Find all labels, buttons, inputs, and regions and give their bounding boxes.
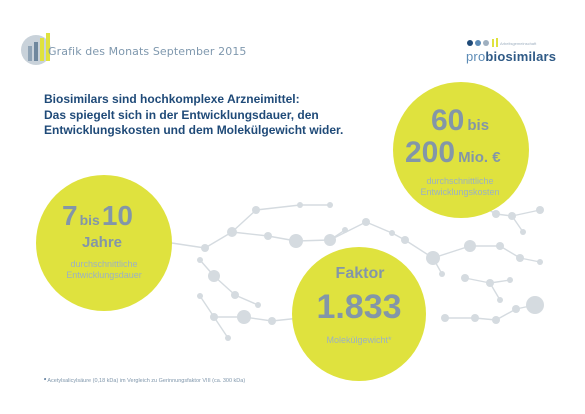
footnote-text: Acetylsalicylsäure (0,18 kDa) im Verglei… <box>47 378 246 384</box>
weight-circle <box>292 247 426 381</box>
duration-bis: bis <box>79 212 100 228</box>
logo-subtitle: Arbeitsgemeinschaft <box>500 41 537 46</box>
logo: probiosimilars <box>466 49 556 64</box>
duration-to: 10 <box>101 200 133 231</box>
duration-circle <box>36 175 172 311</box>
costs-to: 200 <box>405 136 456 169</box>
weight-label: Faktor <box>335 265 385 282</box>
costs-bis: bis <box>467 117 490 134</box>
duration-from: 7 <box>62 200 78 231</box>
duration-range: 7 bis10 <box>62 202 133 230</box>
costs-range-top: 60 bis <box>431 106 489 136</box>
page-title: Grafik des Monats September 2015 <box>48 45 247 58</box>
weight-value: 1.833 <box>316 288 402 326</box>
logo-dots-icon <box>467 38 498 47</box>
costs-description: durchschnittliche Entwicklungskosten <box>420 176 500 197</box>
footnote: * Acetylsalicylsäure (0,18 kDa) im Vergl… <box>44 378 246 384</box>
headline-line-3: Entwicklungskosten und dem Molekülgewich… <box>44 123 344 137</box>
logo-pro: pro <box>466 49 486 64</box>
costs-unit: Mio. € <box>458 149 501 166</box>
duration-unit: Jahre <box>82 234 123 251</box>
headline-line-1: Biosimilars sind hochkomplexe Arzneimitt… <box>44 92 300 106</box>
headline-line-2: Das spiegelt sich in der Entwicklungsdau… <box>44 107 319 122</box>
costs-from: 60 <box>431 104 465 137</box>
headline: Biosimilars sind hochkomplexe Arzneimitt… <box>44 92 344 139</box>
costs-range-bottom: 200 Mio. € <box>405 138 501 168</box>
weight-description: Molekülgewicht* <box>326 335 392 345</box>
logo-bio: biosimilars <box>485 49 557 64</box>
duration-description: durchschnittliche Entwicklungsdauer <box>66 259 142 280</box>
chart-icon <box>21 33 51 65</box>
costs-circle <box>393 82 529 218</box>
